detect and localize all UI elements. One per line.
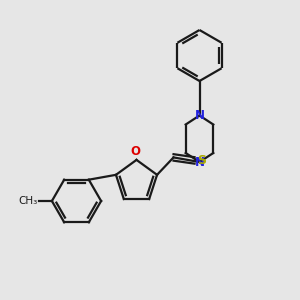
Text: S: S bbox=[197, 154, 206, 167]
Text: N: N bbox=[194, 109, 205, 122]
Text: O: O bbox=[130, 146, 140, 158]
Text: N: N bbox=[194, 155, 205, 169]
Text: CH₃: CH₃ bbox=[19, 196, 38, 206]
